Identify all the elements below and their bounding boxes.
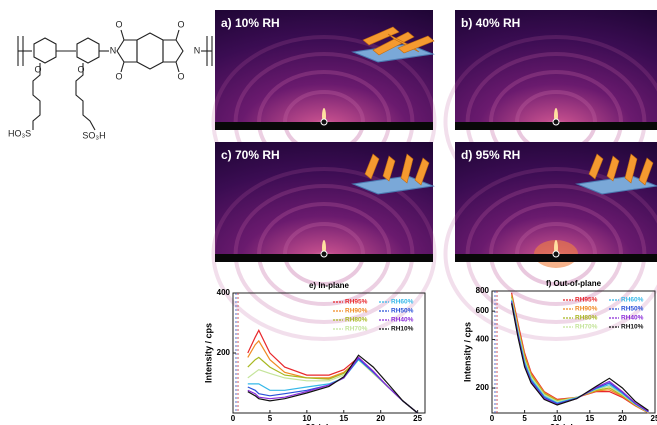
atom-label: O (115, 71, 122, 81)
atom-label: O (77, 64, 84, 74)
y-tick-label: 400 (476, 335, 490, 344)
legend-label: RH40% (391, 317, 414, 324)
x-tick-label: 25 (651, 414, 657, 423)
legend-label: RH10% (391, 326, 414, 333)
y-tick-label: 400 (217, 288, 231, 297)
x-tick-label: 0 (231, 414, 236, 423)
atom-label: O (115, 19, 122, 29)
legend-label: RH60% (621, 297, 644, 304)
figure: OOOOOONNnHO₃SSO₃H a) 10% RHb) 40% RHc) 7… (0, 0, 657, 425)
atom-label: SO₃H (82, 130, 105, 140)
series-line (248, 357, 418, 413)
beam-stop (321, 119, 327, 125)
legend-label: RH50% (621, 306, 644, 313)
beam-stop (321, 251, 327, 257)
x-tick-label: 5 (268, 414, 273, 423)
panel-label: d) 95% RH (461, 148, 520, 162)
series-line (248, 341, 418, 413)
legend-label: RH80% (575, 315, 598, 322)
atom-label: N (110, 45, 117, 55)
legend-label: RH60% (391, 299, 414, 306)
series-line (248, 360, 418, 413)
y-tick-label: 200 (476, 383, 490, 392)
legend-label: RH95% (345, 299, 368, 306)
legend-label: RH40% (621, 315, 644, 322)
chart: f) Out-of-plane05101520252004006008002θ … (462, 279, 657, 425)
atom-label: HO₃S (8, 128, 31, 138)
legend-label: RH95% (575, 297, 598, 304)
legend-label: RH10% (621, 324, 644, 331)
panel-label: b) 40% RH (461, 16, 520, 30)
x-tick-label: 0 (490, 414, 495, 423)
atom-label: N (194, 45, 201, 55)
x-tick-label: 20 (376, 414, 385, 423)
atom-label: O (34, 64, 41, 74)
y-axis-label: Intensity / cps (203, 323, 213, 383)
series-line (248, 357, 418, 413)
legend-label: RH70% (575, 324, 598, 331)
chart-title: f) Out-of-plane (546, 279, 602, 288)
beam-stop (553, 119, 559, 125)
series-line (248, 358, 418, 413)
x-tick-label: 20 (618, 414, 627, 423)
x-tick-label: 5 (522, 414, 527, 423)
y-axis-label: Intensity / cps (462, 322, 472, 382)
atom-label: O (177, 71, 184, 81)
series-line (248, 360, 418, 413)
atom-label: O (177, 19, 184, 29)
legend-label: RH90% (575, 306, 598, 313)
legend-label: RH70% (345, 326, 368, 333)
x-tick-label: 25 (413, 414, 422, 423)
y-tick-label: 800 (476, 286, 490, 295)
beam-stop (553, 251, 559, 257)
panel-label: c) 70% RH (221, 148, 280, 162)
series-line (248, 355, 418, 413)
panel-label: a) 10% RH (221, 16, 280, 30)
legend-label: RH90% (345, 308, 368, 315)
chart-title: e) In-plane (309, 281, 350, 290)
y-tick-label: 600 (476, 306, 490, 315)
legend-label: RH80% (345, 317, 368, 324)
legend-label: RH50% (391, 308, 414, 315)
y-tick-label: 200 (217, 348, 231, 357)
